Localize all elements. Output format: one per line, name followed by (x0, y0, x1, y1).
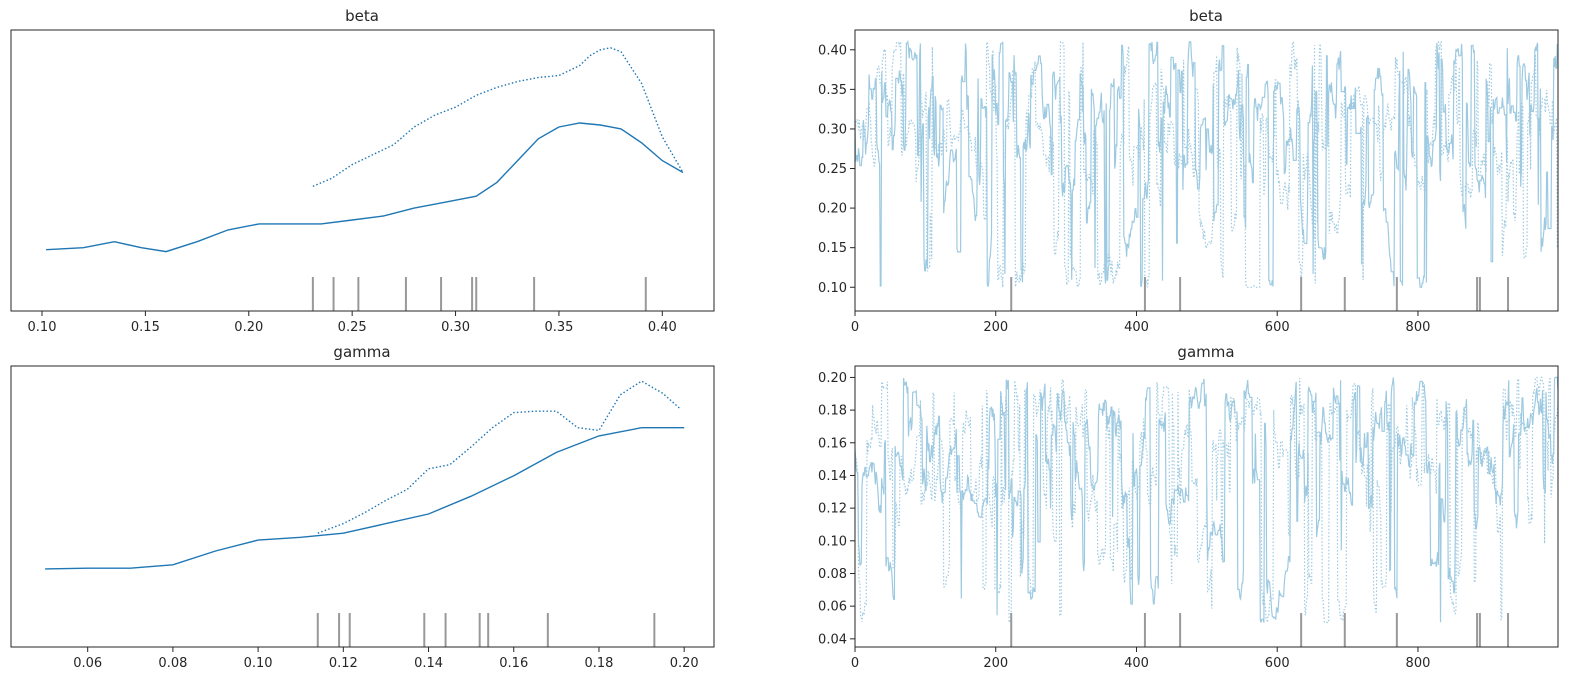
gamma-density-panel: gamma 0.06 0.08 0.10 0.12 0.14 0.16 0.18 0.20 (10, 343, 715, 671)
gamma-trace-xtick-label: 200 (983, 656, 1008, 671)
beta-trace-solid-line (854, 39, 1558, 289)
gamma-density-frame (10, 365, 715, 648)
gamma-density-xtick-label: 0.12 (329, 656, 358, 671)
gamma-trace-ytick-label: 0.12 (818, 502, 847, 517)
beta-trace-xtick-label: 0 (851, 320, 859, 335)
beta-density-dotted-line (312, 47, 684, 187)
beta-trace-ytick-label: 0.35 (818, 83, 847, 98)
gamma-trace-frame (854, 365, 1559, 648)
beta-trace-ytick-label: 0.15 (818, 241, 847, 256)
beta-trace-ytick-label: 0.30 (818, 122, 847, 137)
beta-density-xtick-label: 0.35 (544, 320, 573, 335)
beta-trace-frame (854, 29, 1559, 312)
gamma-trace-ytick-label: 0.16 (818, 436, 847, 451)
gamma-density-dotted-line (317, 380, 681, 534)
gamma-trace-ytick-label: 0.20 (818, 371, 847, 386)
gamma-density-xtick-label: 0.20 (670, 656, 699, 671)
gamma-trace-title: gamma (1177, 343, 1234, 361)
gamma-trace-xtick-label: 0 (851, 656, 859, 671)
gamma-trace-dotted-line (854, 376, 1559, 624)
beta-trace-xtick-label: 400 (1124, 320, 1149, 335)
gamma-trace-panel: gamma 0 200 400 600 800 0.04 0.06 0.08 0.10 0.12… (818, 343, 1559, 671)
beta-trace-xtick-label: 800 (1406, 320, 1431, 335)
gamma-trace-ytick-label: 0.04 (818, 632, 847, 647)
gamma-density-solid-line (45, 427, 685, 570)
beta-density-xtick-label: 0.40 (648, 320, 677, 335)
beta-trace-ytick-label: 0.10 (818, 281, 847, 296)
beta-trace-ytick-label: 0.25 (818, 162, 847, 177)
beta-trace-xtick-label: 200 (983, 320, 1008, 335)
beta-density-title: beta (345, 7, 379, 25)
gamma-density-xtick-label: 0.06 (73, 656, 102, 671)
beta-trace-ytick-label: 0.40 (818, 43, 847, 58)
beta-density-xtick-label: 0.20 (234, 320, 263, 335)
gamma-trace-ytick-label: 0.14 (818, 469, 847, 484)
gamma-trace-ytick-label: 0.18 (818, 404, 847, 419)
gamma-trace-ytick-label: 0.08 (818, 567, 847, 582)
beta-trace-panel: beta 0 200 400 600 800 0.10 0.15 0.20 0.25 0.30 0… (818, 7, 1559, 335)
beta-density-xtick-label: 0.25 (338, 320, 367, 335)
beta-density-panel: beta 0.10 0.15 0.20 0.25 0.30 0.35 0.40 (10, 7, 715, 335)
beta-density-solid-line (46, 122, 684, 253)
gamma-trace-ytick-label: 0.10 (818, 534, 847, 549)
beta-density-xtick-label: 0.10 (28, 320, 57, 335)
beta-density-xtick-label: 0.30 (441, 320, 470, 335)
gamma-trace-xtick-label: 600 (1265, 656, 1290, 671)
beta-trace-ytick-label: 0.20 (818, 202, 847, 217)
beta-trace-title: beta (1189, 7, 1223, 25)
beta-trace-dotted-line (855, 40, 1559, 288)
gamma-density-xtick-label: 0.10 (244, 656, 273, 671)
gamma-trace-ytick-label: 0.06 (818, 600, 847, 615)
gamma-density-xtick-label: 0.08 (158, 656, 187, 671)
gamma-density-xtick-label: 0.16 (499, 656, 528, 671)
gamma-trace-xtick-label: 800 (1406, 656, 1431, 671)
gamma-density-title: gamma (333, 343, 390, 361)
gamma-density-xtick-label: 0.14 (414, 656, 443, 671)
beta-trace-xtick-label: 600 (1265, 320, 1290, 335)
gamma-density-xtick-label: 0.18 (584, 656, 613, 671)
gamma-trace-xtick-label: 400 (1124, 656, 1149, 671)
beta-density-xtick-label: 0.15 (131, 320, 160, 335)
beta-density-frame (10, 29, 715, 312)
